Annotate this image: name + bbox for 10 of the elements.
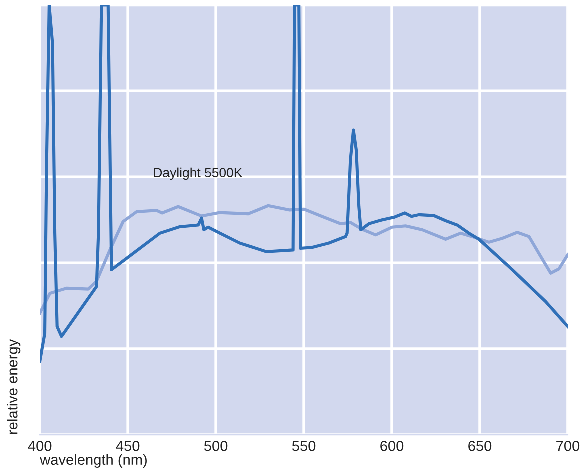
x-tick-label: 600 bbox=[380, 440, 404, 452]
text: Daylight 5500K bbox=[154, 168, 243, 180]
x-tick-label: 700 bbox=[556, 440, 580, 452]
x-axis-title: wavelength (nm) bbox=[40, 454, 147, 468]
x-tick-label: 650 bbox=[468, 440, 492, 452]
x-tick-label: 450 bbox=[116, 440, 140, 452]
y-axis-title: relative energy bbox=[7, 339, 21, 434]
x-tick-label: 550 bbox=[292, 440, 316, 452]
x-tick-label: 400 bbox=[28, 440, 52, 452]
x-tick-label: 500 bbox=[204, 440, 228, 452]
